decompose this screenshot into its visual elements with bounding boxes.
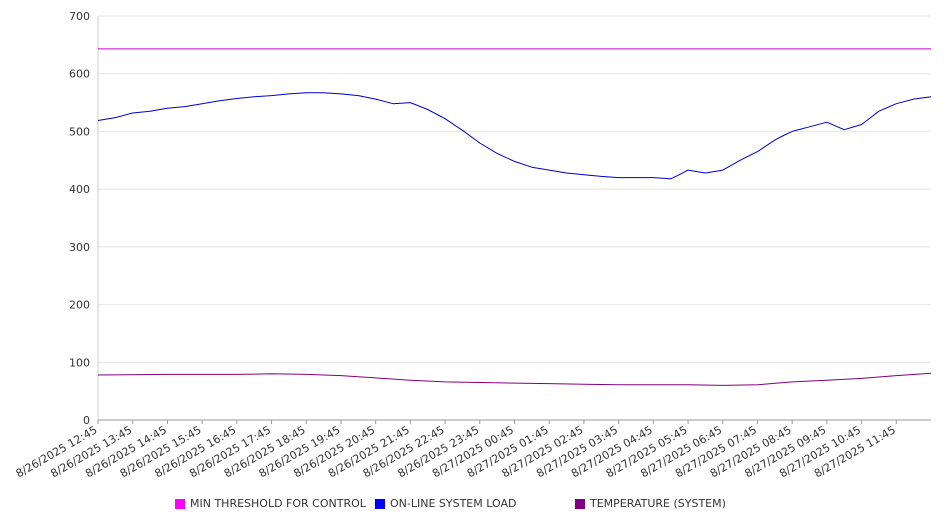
y-tick-label: 0 [83, 414, 90, 427]
legend-item-min-threshold-for-control: MIN THRESHOLD FOR CONTROL [175, 497, 366, 510]
legend-label: ON-LINE SYSTEM LOAD [390, 497, 517, 510]
y-tick-label: 300 [69, 241, 90, 254]
legend-item-temperature-system: TEMPERATURE (SYSTEM) [575, 497, 726, 510]
legend-label: MIN THRESHOLD FOR CONTROL [190, 497, 366, 510]
legend-swatch [575, 498, 585, 509]
y-tick-label: 700 [69, 10, 90, 23]
series-line-temperature-system [97, 372, 932, 386]
y-tick-label: 200 [69, 299, 90, 312]
y-tick-label: 100 [69, 356, 90, 369]
y-tick-label: 500 [69, 125, 90, 138]
legend-label: TEMPERATURE (SYSTEM) [590, 497, 726, 510]
y-tick-label: 600 [69, 68, 90, 81]
legend-swatch [175, 498, 185, 509]
legend-swatch [375, 498, 385, 509]
y-tick-label: 400 [69, 183, 90, 196]
chart-legend: MIN THRESHOLD FOR CONTROL ON-LINE SYSTEM … [0, 497, 946, 515]
legend-item-on-line-system-load: ON-LINE SYSTEM LOAD [375, 497, 516, 510]
series-line-on-line-system-load [97, 92, 932, 180]
